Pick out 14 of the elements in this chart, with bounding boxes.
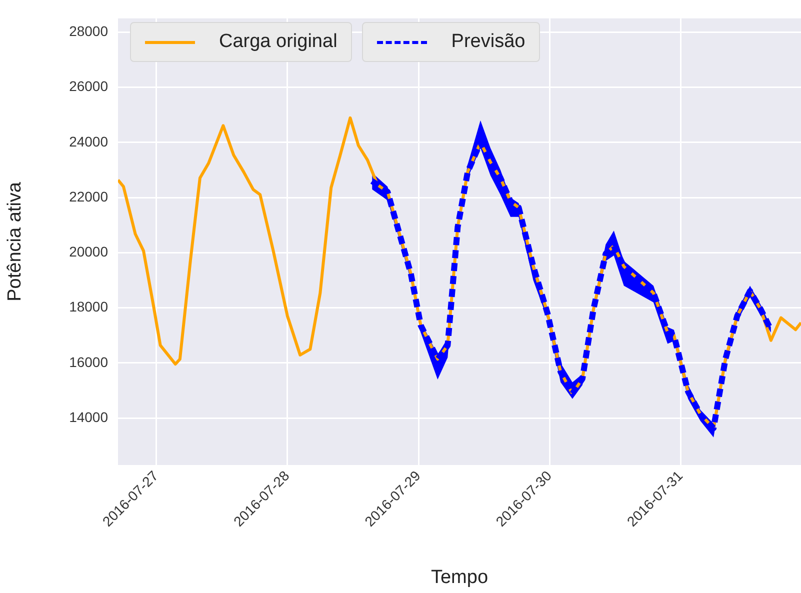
y-tick-label: 18000 [69,298,108,315]
y-tick-label: 20000 [69,244,108,260]
y-tick-label: 16000 [69,354,108,370]
legend-label: Carga original [219,31,338,53]
y-tick-label: 22000 [69,188,108,204]
y-tick-label: 24000 [69,133,108,150]
legend-label: Previsão [451,31,526,53]
legend-entry: Previsão [362,22,540,62]
y-tick-label: 14000 [69,408,108,425]
y-axis-title: Potência ativa [4,182,26,302]
legend-entry: Carga original [130,22,352,62]
x-axis-title: Tempo [430,566,488,588]
y-tick-label: 28000 [69,23,108,40]
y-tick-label: 26000 [69,78,108,94]
